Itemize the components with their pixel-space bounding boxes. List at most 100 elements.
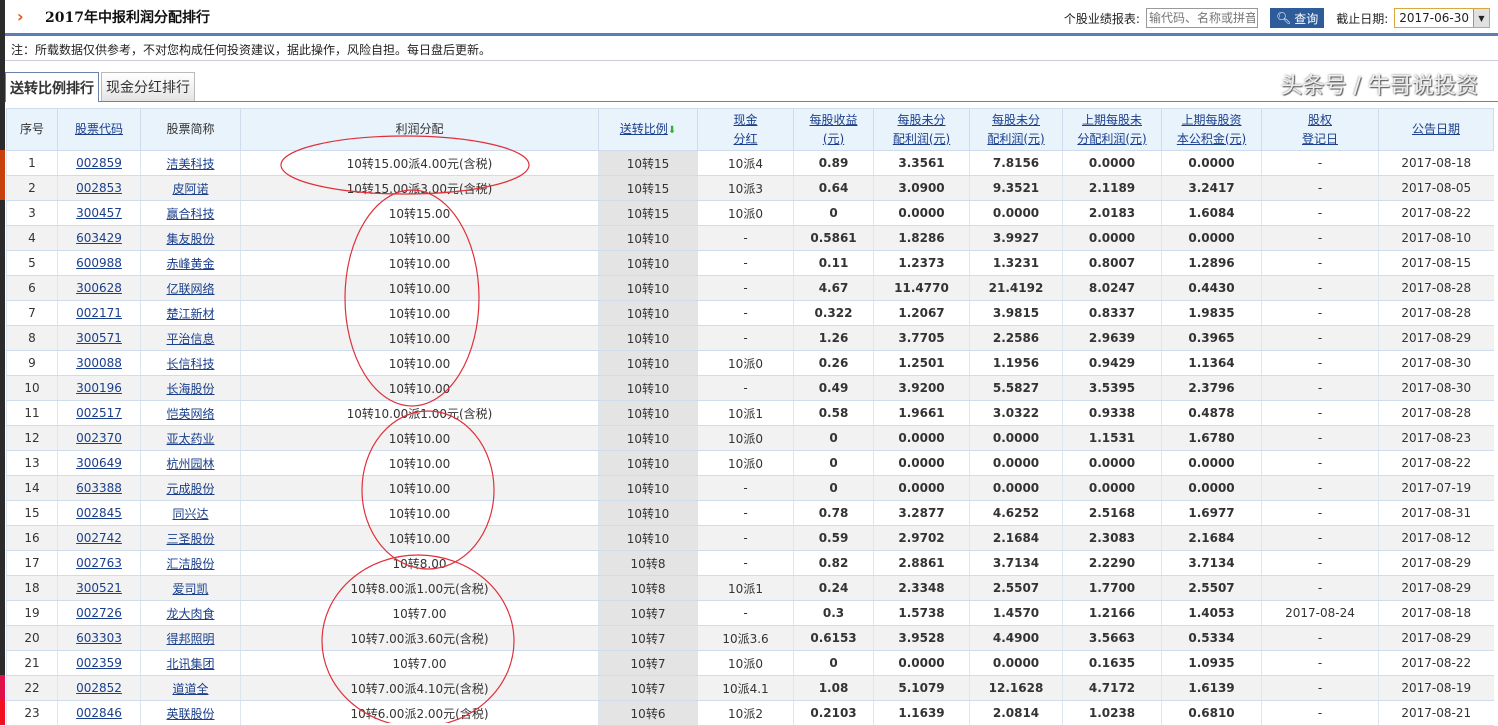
cell: 3.7705	[873, 325, 970, 351]
cell: 0.3965	[1161, 325, 1262, 351]
stock-name-link[interactable]: 爱司凯	[172, 581, 209, 596]
stock-name-link[interactable]: 赤峰黄金	[166, 256, 215, 271]
cell: 10派2	[697, 700, 794, 726]
column-header: 股票简称	[140, 108, 241, 151]
table-row: 9 300088 长信科技 10转10.00 10转10 10派0 0.26 1.2501 1.…	[6, 350, 1494, 376]
stock-name-link[interactable]: 亿联网络	[166, 281, 215, 296]
cell: 10转15	[598, 175, 698, 201]
column-header-label[interactable]: 上期每股资 本公积金(元)	[1176, 112, 1247, 146]
stock-code-link[interactable]: 002853	[76, 181, 122, 195]
stock-code-link[interactable]: 300088	[76, 356, 122, 370]
stock-name-link[interactable]: 得邦照明	[166, 631, 215, 646]
cell: 三圣股份	[140, 525, 241, 551]
stock-name-link[interactable]: 长海股份	[166, 381, 215, 396]
stock-code-link[interactable]: 002359	[76, 656, 122, 670]
stock-name-link[interactable]: 赢合科技	[166, 206, 215, 221]
column-header[interactable]: 股票代码	[57, 108, 141, 151]
cell: -	[697, 275, 794, 301]
cell: 汇洁股份	[140, 550, 241, 576]
stock-name-link[interactable]: 道道全	[172, 681, 209, 696]
stock-name-link[interactable]: 长信科技	[166, 356, 215, 371]
cell: 2017-08-28	[1378, 300, 1494, 326]
stock-code-link[interactable]: 002742	[76, 531, 122, 545]
cell: 10转7	[598, 650, 698, 676]
cell: 10转15	[598, 150, 698, 176]
cell: 7	[6, 300, 58, 326]
stock-name-link[interactable]: 元成股份	[166, 481, 215, 496]
cell: -	[697, 525, 794, 551]
cell: 2.2290	[1062, 550, 1162, 576]
stock-code-link[interactable]: 002726	[76, 606, 122, 620]
stock-code-link[interactable]: 300628	[76, 281, 122, 295]
column-header[interactable]: 现金 分红	[697, 108, 794, 151]
date-label: 截止日期:	[1336, 11, 1389, 26]
date-select[interactable]: 2017-06-30 ▼	[1394, 8, 1490, 28]
column-header-label[interactable]: 每股未分 配利润(元)	[987, 112, 1045, 146]
stock-name-link[interactable]: 楚江新材	[166, 306, 215, 321]
stock-code-link[interactable]: 002852	[76, 681, 122, 695]
query-button[interactable]: 🔍︎ 查询	[1269, 8, 1325, 28]
stock-code-link[interactable]: 002845	[76, 506, 122, 520]
stock-code-link[interactable]: 002763	[76, 556, 122, 570]
stock-name-link[interactable]: 杭州园林	[166, 456, 215, 471]
column-header-label[interactable]: 现金 分红	[733, 112, 758, 146]
column-header-label[interactable]: 上期每股未 分配利润(元)	[1077, 112, 1147, 146]
cell: 杭州园林	[140, 450, 241, 476]
stock-code-link[interactable]: 300196	[76, 381, 122, 395]
tab-cash-dividend-ranking[interactable]: 现金分红排行	[101, 72, 195, 101]
stock-name-link[interactable]: 汇洁股份	[166, 556, 215, 571]
stock-code-link[interactable]: 600988	[76, 256, 122, 270]
stock-name-link[interactable]: 恺英网络	[166, 406, 215, 421]
cell: 得邦照明	[140, 625, 241, 651]
stock-code-link[interactable]: 300457	[76, 206, 122, 220]
cell: 603429	[57, 225, 141, 251]
cell: 0.0000	[1161, 150, 1262, 176]
column-header[interactable]: 每股收益 (元)	[793, 108, 874, 151]
stock-code-link[interactable]: 002859	[76, 156, 122, 170]
column-header[interactable]: 每股未分 配利润(元)	[969, 108, 1063, 151]
tab-bonus-ratio-ranking[interactable]: 送转比例排行	[5, 72, 99, 102]
cell: 1.9835	[1161, 300, 1262, 326]
stock-name-link[interactable]: 集友股份	[166, 231, 215, 246]
column-header[interactable]: 公告日期	[1378, 108, 1494, 151]
stock-code-link[interactable]: 002517	[76, 406, 122, 420]
stock-code-link[interactable]: 002171	[76, 306, 122, 320]
column-header-label[interactable]: 送转比例	[619, 121, 668, 136]
column-header-label[interactable]: 股票代码	[74, 122, 123, 136]
column-header[interactable]: 上期每股资 本公积金(元)	[1161, 108, 1262, 151]
table-row: 23 002846 英联股份 10转6.00派2.00元(含税) 10转6 10派2 0.2…	[6, 700, 1494, 726]
cell: 002742	[57, 525, 141, 551]
stock-name-link[interactable]: 北讯集团	[166, 656, 215, 671]
column-header-label[interactable]: 每股未分 配利润(元)	[892, 112, 951, 146]
cell: 22	[6, 675, 58, 701]
stock-code-link[interactable]: 002370	[76, 431, 122, 445]
stock-name-link[interactable]: 同兴达	[172, 506, 209, 521]
cell: -	[1261, 150, 1379, 176]
table-row: 6 300628 亿联网络 10转10.00 10转10-4.67 11.4770 21.4…	[6, 275, 1494, 301]
stock-code-link[interactable]: 603303	[76, 631, 122, 645]
stock-code-link[interactable]: 300649	[76, 456, 122, 470]
stock-name-link[interactable]: 皮阿诺	[172, 181, 209, 196]
stock-code-link[interactable]: 603429	[76, 231, 122, 245]
stock-name-link[interactable]: 亚太药业	[166, 431, 215, 446]
stock-code-link[interactable]: 300571	[76, 331, 122, 345]
column-header-label[interactable]: 公告日期	[1411, 122, 1460, 136]
stock-code-link[interactable]: 300521	[76, 581, 122, 595]
stock-name-link[interactable]: 三圣股份	[166, 531, 215, 546]
stock-code-link[interactable]: 603388	[76, 481, 122, 495]
stock-code-link[interactable]: 002846	[76, 706, 122, 720]
stock-name-link[interactable]: 洁美科技	[166, 156, 215, 171]
cell: 10转10	[598, 250, 698, 276]
stock-name-link[interactable]: 英联股份	[166, 706, 215, 721]
cell: 002852	[57, 675, 141, 701]
stock-search-input[interactable]	[1145, 8, 1258, 28]
column-header[interactable]: 上期每股未 分配利润(元)	[1062, 108, 1162, 151]
column-header-label[interactable]: 股权 登记日	[1301, 112, 1338, 146]
stock-name-link[interactable]: 龙大肉食	[166, 606, 215, 621]
column-header[interactable]: 送转比例⬇	[598, 108, 698, 151]
cell: 300088	[57, 350, 141, 376]
column-header[interactable]: 每股未分 配利润(元)	[873, 108, 970, 151]
column-header[interactable]: 股权 登记日	[1261, 108, 1379, 151]
stock-name-link[interactable]: 平治信息	[166, 331, 215, 346]
column-header-label[interactable]: 每股收益 (元)	[809, 112, 858, 146]
